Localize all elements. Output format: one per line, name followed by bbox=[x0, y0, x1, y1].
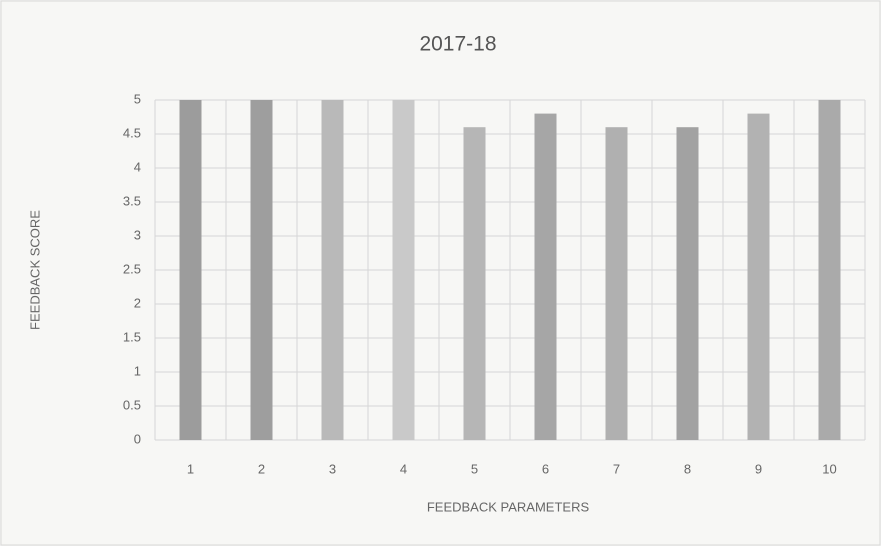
bar bbox=[818, 100, 841, 440]
y-tick-label: 2 bbox=[134, 295, 141, 310]
x-tick-label: 2 bbox=[258, 461, 265, 476]
x-tick-label: 4 bbox=[400, 461, 407, 476]
bar bbox=[321, 100, 344, 440]
y-tick-label: 3.5 bbox=[123, 193, 141, 208]
x-tick-label: 10 bbox=[822, 461, 836, 476]
y-tick-label: 4 bbox=[134, 159, 141, 174]
y-tick-label: 1.5 bbox=[123, 329, 141, 344]
y-tick-label: 3 bbox=[134, 227, 141, 242]
y-tick-label: 1 bbox=[134, 363, 141, 378]
y-tick-label: 5 bbox=[134, 91, 141, 106]
y-axis-label: FEEDBACK SCORE bbox=[27, 210, 42, 330]
x-tick-label: 6 bbox=[542, 461, 549, 476]
x-tick-label: 7 bbox=[613, 461, 620, 476]
bar bbox=[605, 127, 628, 440]
x-tick-label: 5 bbox=[471, 461, 478, 476]
y-tick-label: 2.5 bbox=[123, 261, 141, 276]
bar bbox=[250, 100, 273, 440]
x-tick-label: 3 bbox=[329, 461, 336, 476]
x-tick-label: 9 bbox=[755, 461, 762, 476]
x-tick-label: 1 bbox=[187, 461, 194, 476]
bar bbox=[747, 113, 770, 440]
chart-title: 2017-18 bbox=[419, 33, 496, 56]
bar bbox=[676, 127, 699, 440]
x-tick-label: 8 bbox=[684, 461, 691, 476]
y-tick-label: 4.5 bbox=[123, 125, 141, 140]
bar bbox=[392, 100, 415, 440]
bar bbox=[534, 113, 557, 440]
y-tick-label: 0 bbox=[134, 431, 141, 446]
bar bbox=[463, 127, 486, 440]
bar bbox=[179, 100, 202, 440]
y-tick-label: 0.5 bbox=[123, 397, 141, 412]
x-axis-label: FEEDBACK PARAMETERS bbox=[427, 499, 590, 514]
